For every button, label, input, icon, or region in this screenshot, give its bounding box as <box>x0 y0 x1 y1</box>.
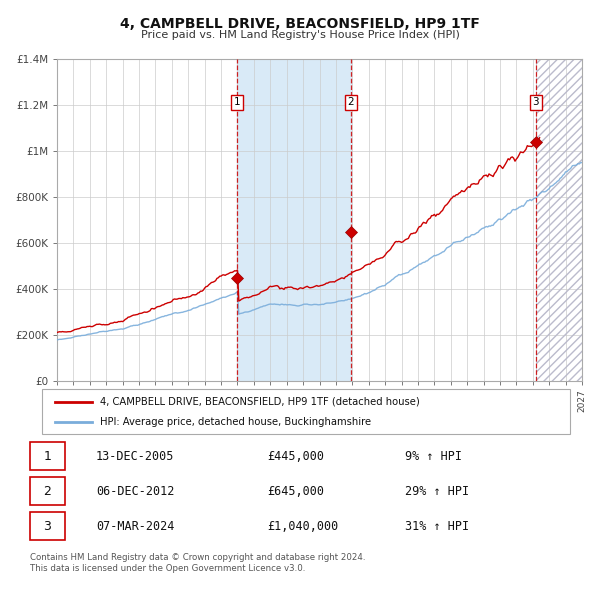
FancyBboxPatch shape <box>29 477 65 506</box>
Text: 29% ↑ HPI: 29% ↑ HPI <box>405 484 469 498</box>
Text: Contains HM Land Registry data © Crown copyright and database right 2024.
This d: Contains HM Land Registry data © Crown c… <box>30 553 365 573</box>
Text: HPI: Average price, detached house, Buckinghamshire: HPI: Average price, detached house, Buck… <box>100 417 371 427</box>
Text: 1: 1 <box>44 450 52 463</box>
Text: 06-DEC-2012: 06-DEC-2012 <box>96 484 174 498</box>
Text: £645,000: £645,000 <box>267 484 324 498</box>
Text: 2: 2 <box>347 97 355 107</box>
Text: 13-DEC-2005: 13-DEC-2005 <box>96 450 174 463</box>
FancyBboxPatch shape <box>29 512 65 540</box>
FancyBboxPatch shape <box>29 442 65 470</box>
Text: 1: 1 <box>233 97 240 107</box>
Bar <box>536 59 582 381</box>
Bar <box>536 59 582 381</box>
Text: 31% ↑ HPI: 31% ↑ HPI <box>405 520 469 533</box>
Text: 4, CAMPBELL DRIVE, BEACONSFIELD, HP9 1TF (detached house): 4, CAMPBELL DRIVE, BEACONSFIELD, HP9 1TF… <box>100 397 420 407</box>
Text: 3: 3 <box>44 520 52 533</box>
Text: 07-MAR-2024: 07-MAR-2024 <box>96 520 174 533</box>
Text: £1,040,000: £1,040,000 <box>267 520 338 533</box>
FancyBboxPatch shape <box>42 389 570 434</box>
Text: Price paid vs. HM Land Registry's House Price Index (HPI): Price paid vs. HM Land Registry's House … <box>140 30 460 40</box>
Text: 3: 3 <box>532 97 539 107</box>
Text: 2: 2 <box>44 484 52 498</box>
Text: 4, CAMPBELL DRIVE, BEACONSFIELD, HP9 1TF: 4, CAMPBELL DRIVE, BEACONSFIELD, HP9 1TF <box>120 17 480 31</box>
Bar <box>236 59 351 381</box>
Text: 9% ↑ HPI: 9% ↑ HPI <box>405 450 462 463</box>
Text: £445,000: £445,000 <box>267 450 324 463</box>
